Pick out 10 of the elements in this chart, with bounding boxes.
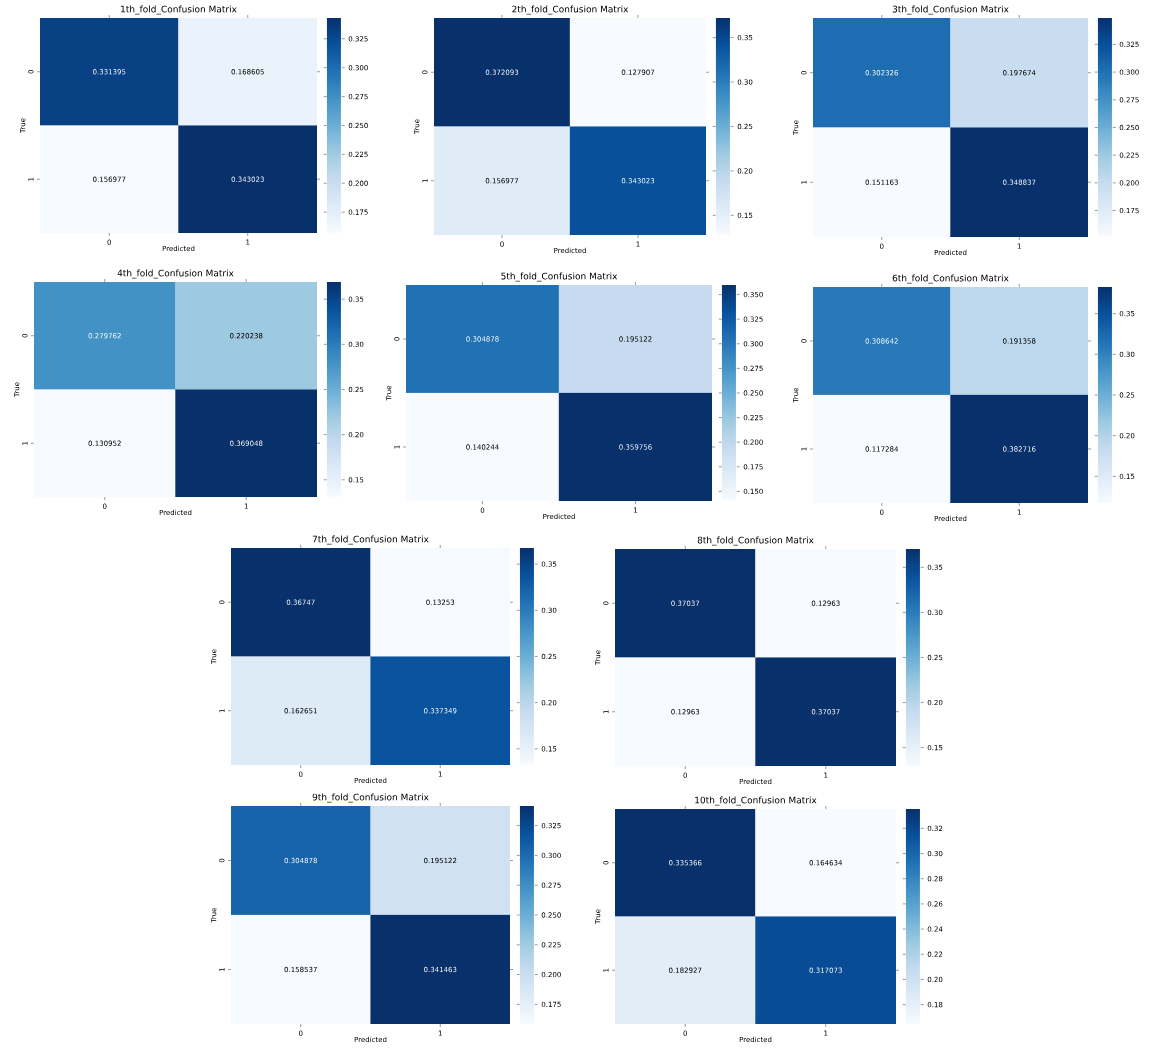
chart-title: 6th_fold_Confusion Matrix (892, 274, 1009, 284)
chart-title: 2th_fold_Confusion Matrix (512, 5, 629, 15)
chart-title: 10th_fold_Confusion Matrix (695, 796, 817, 806)
chart-title: 8th_fold_Confusion Matrix (697, 536, 814, 546)
chart-title: 4th_fold_Confusion Matrix (117, 269, 234, 279)
chart-title: 1th_fold_Confusion Matrix (121, 5, 237, 15)
chart-title: 5th_fold_Confusion Matrix (501, 272, 618, 282)
chart-title: 7th_fold_Confusion Matrix (312, 535, 429, 545)
chart-title: 9th_fold_Confusion Matrix (312, 793, 429, 803)
chart-title: 3th_fold_Confusion Matrix (892, 5, 1009, 15)
